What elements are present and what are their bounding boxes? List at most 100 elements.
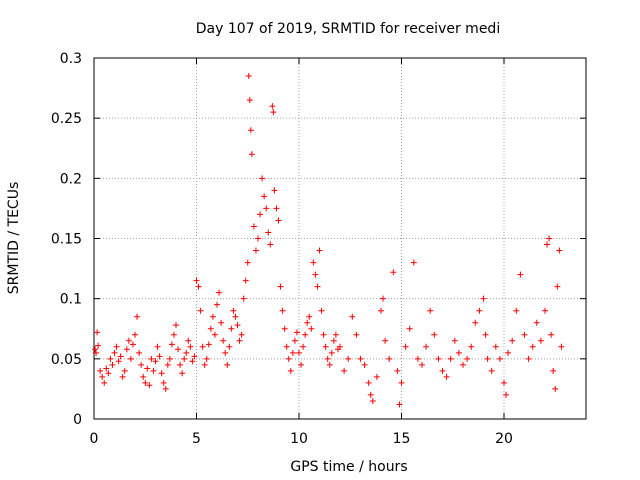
data-point <box>168 341 175 348</box>
data-point <box>537 337 544 344</box>
x-tick-label: 0 <box>90 431 99 447</box>
data-point <box>529 343 536 350</box>
data-point <box>542 307 548 314</box>
data-point <box>99 373 106 380</box>
data-point <box>330 337 337 344</box>
data-point <box>435 355 442 362</box>
data-point <box>117 353 124 360</box>
data-point <box>281 325 288 332</box>
data-point <box>455 349 462 356</box>
data-point <box>369 397 376 404</box>
data-point <box>105 370 112 377</box>
data-point <box>298 361 305 368</box>
data-point <box>513 307 520 314</box>
data-point <box>95 342 102 349</box>
data-point <box>218 319 225 326</box>
data-point <box>148 355 155 362</box>
data-point <box>162 385 169 392</box>
data-point <box>464 355 471 362</box>
data-point <box>423 343 430 350</box>
data-point <box>546 235 553 242</box>
y-axis-label: SRMTID / TECUs <box>6 182 22 295</box>
data-point <box>283 343 290 350</box>
data-point <box>177 361 184 368</box>
y-tick-label: 0 <box>73 412 82 428</box>
data-point <box>378 307 384 314</box>
data-point <box>146 382 153 389</box>
data-point <box>406 325 413 332</box>
data-point <box>293 329 300 336</box>
data-point <box>398 379 405 386</box>
x-tick-label: 5 <box>192 431 201 447</box>
data-point <box>156 353 163 360</box>
data-point <box>316 247 323 254</box>
data-point <box>259 175 266 182</box>
tick-labels: 0 0.05 0.1 0.15 0.2 0.25 0.3 0 5 10 15 20 <box>51 51 513 447</box>
data-point <box>248 151 255 158</box>
data-point <box>150 367 157 374</box>
data-point <box>476 307 483 314</box>
data-point <box>275 217 282 224</box>
data-point <box>179 370 186 377</box>
x-tick-label: 20 <box>495 431 513 447</box>
data-point <box>205 341 212 348</box>
data-point <box>427 307 434 314</box>
data-point <box>230 307 237 314</box>
data-point <box>439 367 446 374</box>
data-point <box>103 365 110 372</box>
data-point <box>414 355 421 362</box>
data-point <box>94 329 101 336</box>
data-point <box>209 313 216 320</box>
data-point <box>236 337 243 344</box>
data-point <box>326 361 333 368</box>
data-point <box>488 367 495 374</box>
data-point <box>306 313 313 320</box>
data-point <box>191 353 198 360</box>
data-point <box>396 401 403 408</box>
data-point <box>556 247 563 254</box>
y-tick-label: 0.3 <box>60 51 82 67</box>
data-point <box>136 349 143 356</box>
y-tick-label: 0.2 <box>60 171 82 187</box>
data-point <box>255 235 261 242</box>
data-point <box>121 367 128 374</box>
data-point <box>501 379 507 386</box>
data-point <box>138 361 145 368</box>
data-point <box>550 367 557 374</box>
data-point <box>367 391 374 398</box>
data-point <box>187 343 194 350</box>
data-point <box>197 307 204 314</box>
data-point <box>552 385 559 392</box>
data-point <box>185 337 192 344</box>
data-point <box>125 337 132 344</box>
data-point <box>480 295 487 302</box>
data-point <box>201 361 208 368</box>
data-point <box>111 349 118 356</box>
data-point <box>291 337 298 344</box>
data-point <box>521 331 528 338</box>
data-point <box>332 331 339 338</box>
data-point <box>247 127 254 134</box>
data-point <box>170 331 177 338</box>
data-point <box>261 193 268 200</box>
data-point <box>380 295 387 302</box>
data-point <box>211 331 218 338</box>
data-point <box>357 355 364 362</box>
data-point <box>349 313 356 320</box>
data-point <box>402 343 409 350</box>
data-point <box>199 343 206 350</box>
data-point <box>468 343 475 350</box>
data-point <box>270 109 277 116</box>
data-point <box>419 361 425 368</box>
data-point <box>505 349 512 356</box>
data-point <box>183 349 190 356</box>
data-point <box>289 349 296 356</box>
data-point <box>341 367 348 374</box>
data-point <box>320 331 327 338</box>
gridlines <box>94 58 586 419</box>
data-point <box>234 322 241 329</box>
data-point <box>269 103 276 110</box>
data-point <box>101 379 108 386</box>
data-point <box>554 283 561 290</box>
